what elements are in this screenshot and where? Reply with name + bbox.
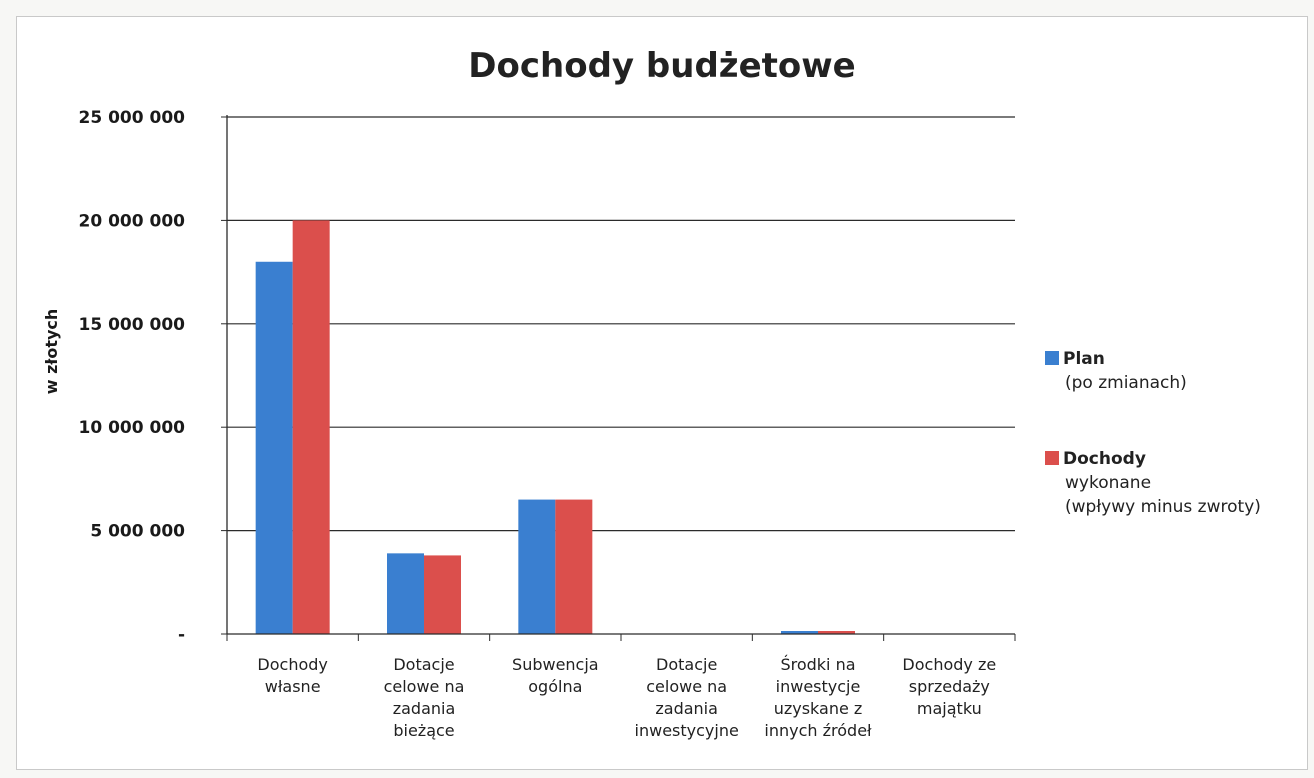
axis-layer: - 5 000 000 10 000 000 15 000 000 20 000 000… <box>42 108 1016 740</box>
y-axis-label: w złotych <box>42 309 61 395</box>
y-tick-label: 25 000 000 <box>79 108 186 128</box>
legend-label-series-2: Dochody wykonane (wpływy minus zwroty) <box>1063 449 1261 517</box>
chart-svg: Dochody budżetowe - 5 000 000 10 000 000 15… <box>42 46 1261 740</box>
bar-series-2-cat-3 <box>555 499 593 634</box>
bar-series-1-cat-1 <box>255 261 293 634</box>
chart-title: Dochody budżetowe <box>468 46 855 86</box>
x-category-label: Dochody ze sprzedaży majątku <box>902 655 996 718</box>
legend-swatch-series-2 <box>1045 451 1059 465</box>
legend-swatch-series-1 <box>1045 351 1059 365</box>
bar-series-2-cat-2 <box>424 555 461 634</box>
legend: Plan (po zmianach) Dochody wykonane (wpływy … <box>1045 349 1261 517</box>
x-category-label: Dotacje celowe na zadania bieżące <box>384 655 465 740</box>
y-tick-label: 15 000 000 <box>79 315 186 335</box>
legend-label-series-1: Plan (po zmianach) <box>1063 349 1187 393</box>
bar-series-1-cat-2 <box>387 553 424 634</box>
bars-layer <box>255 220 855 634</box>
y-tick-label: 20 000 000 <box>79 211 186 231</box>
grid-layer <box>227 116 1015 532</box>
bar-series-1-cat-3 <box>518 499 556 634</box>
y-tick-label: 5 000 000 <box>90 522 185 542</box>
x-category-label: Dochody własne <box>257 655 327 696</box>
y-tick-label: - <box>178 625 185 645</box>
y-tick-label: 10 000 000 <box>79 418 186 438</box>
bar-series-1-cat-5 <box>781 631 818 634</box>
x-category-label: Dotacje celowe na zadania inwestycyjne <box>635 655 739 740</box>
chart-frame: Dochody budżetowe - 5 000 000 10 000 000 15… <box>16 16 1308 770</box>
bar-series-2-cat-5 <box>818 631 855 634</box>
x-category-label: Subwencja ogólna <box>512 655 599 696</box>
x-category-label: Środki na inwestycje uzyskane z innych źród… <box>764 655 872 740</box>
bar-series-2-cat-1 <box>292 220 330 634</box>
